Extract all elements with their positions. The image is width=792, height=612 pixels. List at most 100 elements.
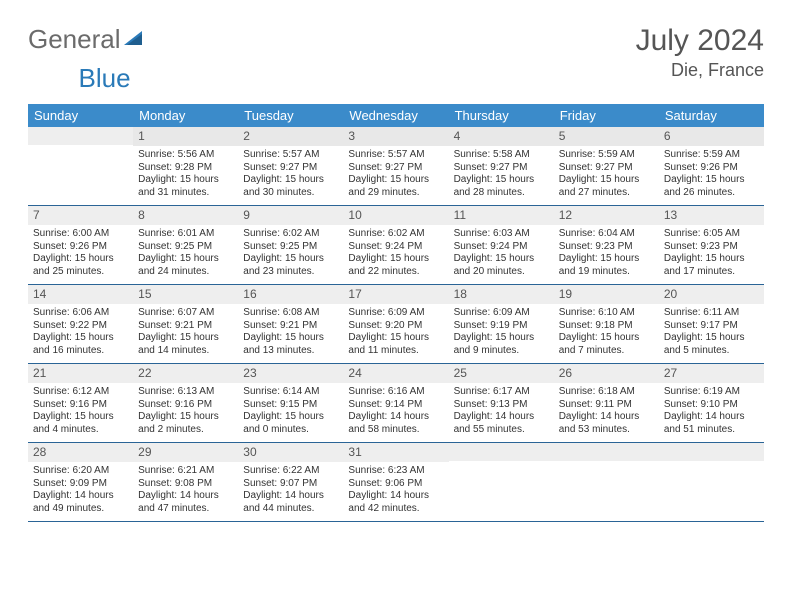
sunset-text: Sunset: 9:08 PM <box>138 478 233 491</box>
sunrise-text: Sunrise: 6:18 AM <box>559 386 654 399</box>
daylight-text: and 55 minutes. <box>454 424 549 437</box>
day-cell: 30Sunrise: 6:22 AMSunset: 9:07 PMDayligh… <box>238 443 343 521</box>
sunrise-text: Sunrise: 6:08 AM <box>243 307 338 320</box>
day-cell: 7Sunrise: 6:00 AMSunset: 9:26 PMDaylight… <box>28 206 133 284</box>
sunrise-text: Sunrise: 6:17 AM <box>454 386 549 399</box>
logo-text-blue: Blue <box>79 63 131 94</box>
day-cell: 3Sunrise: 5:57 AMSunset: 9:27 PMDaylight… <box>343 127 448 205</box>
daylight-text: and 22 minutes. <box>348 266 443 279</box>
daylight-text: Daylight: 15 hours <box>33 411 128 424</box>
logo-triangle-icon <box>124 27 146 52</box>
daylight-text: and 23 minutes. <box>243 266 338 279</box>
day-body: Sunrise: 5:59 AMSunset: 9:26 PMDaylight:… <box>659 146 764 204</box>
day-cell: 17Sunrise: 6:09 AMSunset: 9:20 PMDayligh… <box>343 285 448 363</box>
weekday-header: Wednesday <box>343 104 448 127</box>
daylight-text: Daylight: 15 hours <box>138 411 233 424</box>
day-number: 20 <box>659 285 764 304</box>
day-cell: 9Sunrise: 6:02 AMSunset: 9:25 PMDaylight… <box>238 206 343 284</box>
day-cell: 25Sunrise: 6:17 AMSunset: 9:13 PMDayligh… <box>449 364 554 442</box>
sunrise-text: Sunrise: 6:03 AM <box>454 228 549 241</box>
sunset-text: Sunset: 9:18 PM <box>559 320 654 333</box>
day-body: Sunrise: 6:06 AMSunset: 9:22 PMDaylight:… <box>28 304 133 362</box>
day-body: Sunrise: 6:05 AMSunset: 9:23 PMDaylight:… <box>659 225 764 283</box>
daylight-text: and 0 minutes. <box>243 424 338 437</box>
sunset-text: Sunset: 9:07 PM <box>243 478 338 491</box>
day-number: 16 <box>238 285 343 304</box>
daylight-text: and 42 minutes. <box>348 503 443 516</box>
daylight-text: and 13 minutes. <box>243 345 338 358</box>
sunset-text: Sunset: 9:23 PM <box>559 241 654 254</box>
sunset-text: Sunset: 9:24 PM <box>454 241 549 254</box>
daylight-text: Daylight: 15 hours <box>33 253 128 266</box>
location: Die, France <box>636 60 764 81</box>
daylight-text: Daylight: 15 hours <box>33 332 128 345</box>
day-body: Sunrise: 6:04 AMSunset: 9:23 PMDaylight:… <box>554 225 659 283</box>
sunset-text: Sunset: 9:26 PM <box>33 241 128 254</box>
sunset-text: Sunset: 9:17 PM <box>664 320 759 333</box>
day-number: 3 <box>343 127 448 146</box>
daylight-text: and 24 minutes. <box>138 266 233 279</box>
daylight-text: and 16 minutes. <box>33 345 128 358</box>
day-cell: 10Sunrise: 6:02 AMSunset: 9:24 PMDayligh… <box>343 206 448 284</box>
day-number: 11 <box>449 206 554 225</box>
day-body: Sunrise: 5:56 AMSunset: 9:28 PMDaylight:… <box>133 146 238 204</box>
day-body: Sunrise: 5:57 AMSunset: 9:27 PMDaylight:… <box>343 146 448 204</box>
sunrise-text: Sunrise: 6:09 AM <box>348 307 443 320</box>
day-number: 15 <box>133 285 238 304</box>
title-block: July 2024 Die, France <box>636 24 764 81</box>
day-cell: 1Sunrise: 5:56 AMSunset: 9:28 PMDaylight… <box>133 127 238 205</box>
day-body: Sunrise: 5:57 AMSunset: 9:27 PMDaylight:… <box>238 146 343 204</box>
daylight-text: and 7 minutes. <box>559 345 654 358</box>
daylight-text: and 30 minutes. <box>243 187 338 200</box>
calendar: Sunday Monday Tuesday Wednesday Thursday… <box>28 104 764 522</box>
sunset-text: Sunset: 9:27 PM <box>243 162 338 175</box>
day-number: 1 <box>133 127 238 146</box>
daylight-text: Daylight: 14 hours <box>348 411 443 424</box>
day-body: Sunrise: 6:21 AMSunset: 9:08 PMDaylight:… <box>133 462 238 520</box>
day-cell: 26Sunrise: 6:18 AMSunset: 9:11 PMDayligh… <box>554 364 659 442</box>
sunrise-text: Sunrise: 6:20 AM <box>33 465 128 478</box>
daylight-text: and 51 minutes. <box>664 424 759 437</box>
sunset-text: Sunset: 9:16 PM <box>138 399 233 412</box>
day-body: Sunrise: 6:14 AMSunset: 9:15 PMDaylight:… <box>238 383 343 441</box>
sunset-text: Sunset: 9:16 PM <box>33 399 128 412</box>
day-number: 21 <box>28 364 133 383</box>
day-body <box>28 145 133 153</box>
day-number: 6 <box>659 127 764 146</box>
day-number: 22 <box>133 364 238 383</box>
daylight-text: Daylight: 15 hours <box>348 253 443 266</box>
day-number: 7 <box>28 206 133 225</box>
day-number: 17 <box>343 285 448 304</box>
sunset-text: Sunset: 9:06 PM <box>348 478 443 491</box>
day-body: Sunrise: 6:23 AMSunset: 9:06 PMDaylight:… <box>343 462 448 520</box>
sunrise-text: Sunrise: 6:10 AM <box>559 307 654 320</box>
sunset-text: Sunset: 9:11 PM <box>559 399 654 412</box>
sunset-text: Sunset: 9:09 PM <box>33 478 128 491</box>
day-cell: 14Sunrise: 6:06 AMSunset: 9:22 PMDayligh… <box>28 285 133 363</box>
day-number: 8 <box>133 206 238 225</box>
day-cell: 6Sunrise: 5:59 AMSunset: 9:26 PMDaylight… <box>659 127 764 205</box>
sunrise-text: Sunrise: 6:02 AM <box>348 228 443 241</box>
day-number: 25 <box>449 364 554 383</box>
daylight-text: Daylight: 15 hours <box>454 332 549 345</box>
day-number: 23 <box>238 364 343 383</box>
week-row: 21Sunrise: 6:12 AMSunset: 9:16 PMDayligh… <box>28 364 764 443</box>
day-cell: 11Sunrise: 6:03 AMSunset: 9:24 PMDayligh… <box>449 206 554 284</box>
sunset-text: Sunset: 9:25 PM <box>138 241 233 254</box>
month-title: July 2024 <box>636 24 764 58</box>
day-body: Sunrise: 6:03 AMSunset: 9:24 PMDaylight:… <box>449 225 554 283</box>
day-body: Sunrise: 6:08 AMSunset: 9:21 PMDaylight:… <box>238 304 343 362</box>
sunset-text: Sunset: 9:23 PM <box>664 241 759 254</box>
day-cell: 5Sunrise: 5:59 AMSunset: 9:27 PMDaylight… <box>554 127 659 205</box>
weekday-header: Monday <box>133 104 238 127</box>
daylight-text: Daylight: 15 hours <box>664 253 759 266</box>
daylight-text: and 2 minutes. <box>138 424 233 437</box>
day-body: Sunrise: 6:12 AMSunset: 9:16 PMDaylight:… <box>28 383 133 441</box>
daylight-text: and 29 minutes. <box>348 187 443 200</box>
daylight-text: Daylight: 15 hours <box>559 253 654 266</box>
day-number: 5 <box>554 127 659 146</box>
daylight-text: Daylight: 14 hours <box>454 411 549 424</box>
daylight-text: and 31 minutes. <box>138 187 233 200</box>
day-number: 9 <box>238 206 343 225</box>
sunrise-text: Sunrise: 5:59 AM <box>559 149 654 162</box>
